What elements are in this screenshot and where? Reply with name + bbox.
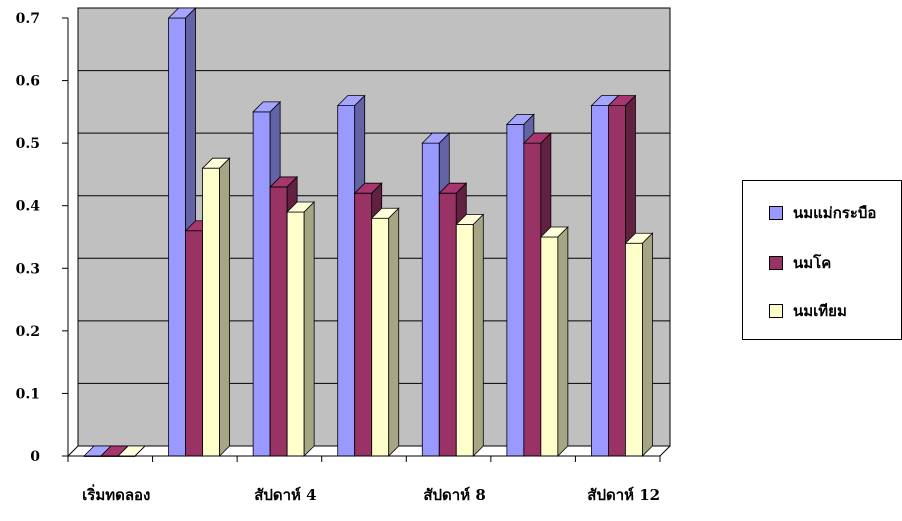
- x-tick-label: สัปดาห์ 12: [587, 486, 660, 504]
- y-tick-label: 0.5: [16, 136, 40, 152]
- legend-swatch: [769, 304, 783, 318]
- legend-label: นมโค: [793, 254, 832, 272]
- legend-label: นมเทียม: [793, 302, 847, 320]
- legend-swatch: [769, 256, 783, 270]
- legend-item-buffalo-milk: นมแม่กระบือ: [769, 201, 876, 225]
- legend-item-artificial-milk: นมเทียม: [769, 299, 847, 323]
- x-tick-label: สัปดาห์ 8: [423, 486, 485, 504]
- x-tick-label: สัปดาห์ 4: [254, 486, 316, 504]
- y-tick-label: 0.2: [16, 324, 40, 340]
- bars: [83, 7, 654, 457]
- legend-label: นมแม่กระบือ: [793, 204, 877, 222]
- legend-item-cow-milk: นมโค: [769, 251, 831, 275]
- y-tick-label: 0.6: [16, 74, 40, 90]
- floor-edge: [67, 445, 79, 457]
- bar: [201, 157, 231, 457]
- x-tick-label: เริ่มทดลอง: [82, 484, 150, 504]
- bar: [624, 232, 654, 457]
- y-tick-label: 0.3: [16, 261, 40, 277]
- bar: [370, 207, 400, 457]
- bar: [539, 226, 569, 457]
- bar: [286, 201, 316, 457]
- axes: [62, 17, 671, 462]
- bar: [455, 213, 485, 457]
- legend-swatch: [769, 206, 783, 220]
- y-tick-label: 0: [30, 449, 40, 465]
- y-tick-label: 0.1: [16, 386, 40, 402]
- y-tick-label: 0.7: [16, 11, 40, 27]
- y-tick-labels: 0 0.1 0.2 0.3 0.4 0.5 0.6 0.7: [16, 11, 41, 465]
- y-tick-label: 0.4: [16, 199, 41, 215]
- legend: นมแม่กระบือ นมโค นมเทียม: [742, 180, 902, 340]
- x-tick-labels: เริ่มทดลอง สัปดาห์ 4 สัปดาห์ 8 สัปดาห์ 12: [82, 484, 660, 504]
- floor-edge: [659, 445, 671, 457]
